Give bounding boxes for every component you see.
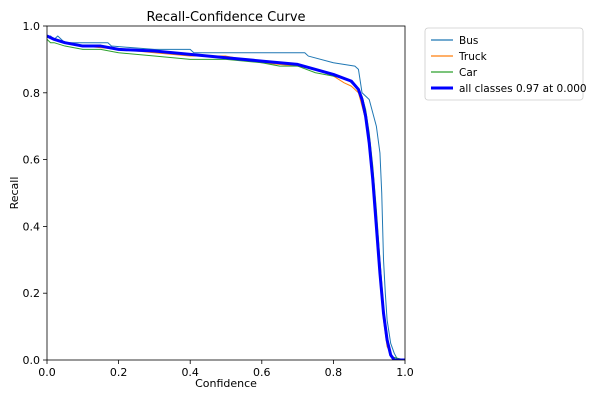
x-tick-label: 0.6 bbox=[253, 366, 271, 379]
y-tick-label: 1.0 bbox=[23, 20, 41, 33]
series-line-truck bbox=[47, 35, 405, 360]
series-line-car bbox=[47, 38, 405, 360]
y-tick-label: 0.0 bbox=[23, 354, 41, 367]
chart-title: Recall-Confidence Curve bbox=[146, 10, 305, 25]
legend-label: Truck bbox=[458, 51, 488, 63]
legend-label: Car bbox=[459, 67, 478, 79]
x-axis-label: Confidence bbox=[195, 377, 257, 390]
axes-frame bbox=[46, 25, 406, 361]
x-tick-label: 0.8 bbox=[325, 366, 343, 379]
legend-label: Bus bbox=[459, 35, 478, 47]
legend-box bbox=[424, 27, 584, 101]
y-tick-label: 0.2 bbox=[23, 287, 41, 300]
x-tick-label: 0.2 bbox=[110, 366, 128, 379]
x-tick-label: 0.0 bbox=[38, 366, 56, 379]
y-tick-label: 0.8 bbox=[23, 87, 41, 100]
x-tick-label: 1.0 bbox=[396, 366, 414, 379]
legend-label: all classes 0.97 at 0.000 bbox=[459, 83, 587, 95]
plot-area: 0.0 0.2 0.4 0.6 0.8 1.0 0.0 0.2 0.4 0.6 0.8 1.0 bbox=[23, 20, 414, 379]
x-tick-label: 0.4 bbox=[181, 366, 199, 379]
y-tick-label: 0.4 bbox=[23, 220, 41, 233]
series-line-bus bbox=[47, 35, 405, 360]
y-axis-label: Recall bbox=[8, 177, 21, 210]
series-line-all bbox=[47, 34, 405, 360]
legend: Bus Truck Car all classes 0.97 at 0.000 bbox=[424, 27, 587, 101]
y-tick-label: 0.6 bbox=[23, 154, 41, 167]
